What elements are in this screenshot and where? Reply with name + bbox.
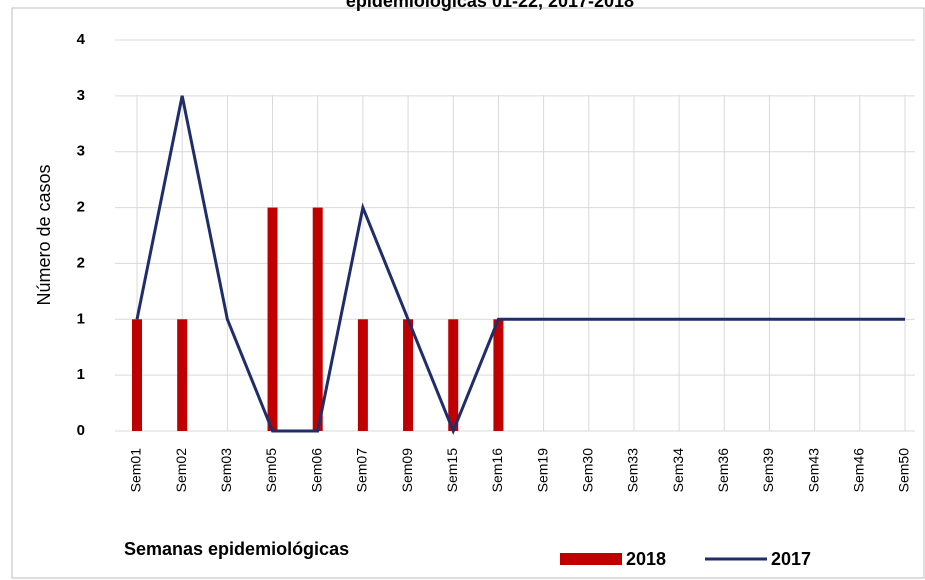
y-tick-label: 3: [77, 143, 85, 160]
y-axis-title: Número de casos: [34, 164, 54, 305]
bar: [132, 319, 142, 431]
bar: [177, 319, 188, 431]
y-tick-label: 2: [77, 199, 85, 216]
y-tick-label: 0: [77, 422, 85, 439]
x-tick-label: Sem03: [218, 448, 234, 493]
bar: [267, 207, 278, 431]
y-tick-label: 3: [77, 87, 85, 104]
bar: [403, 319, 414, 431]
bar: [312, 207, 323, 431]
x-tick-label: Sem46: [851, 448, 867, 493]
x-tick-label: Sem16: [489, 448, 505, 493]
x-tick-label: Sem06: [308, 448, 324, 493]
y-tick-label: 2: [77, 254, 85, 271]
x-tick-label: Sem15: [444, 448, 460, 493]
bar: [493, 319, 504, 431]
y-tick-label: 4: [77, 31, 86, 48]
bar: [448, 319, 459, 431]
bar: [357, 319, 368, 431]
x-tick-label: Sem33: [625, 448, 641, 493]
x-tick-label: Sem02: [173, 448, 189, 493]
x-tick-label: Sem50: [896, 448, 912, 493]
legend-swatch: [560, 553, 622, 565]
x-tick-label: Sem30: [579, 448, 595, 493]
x-tick-label: Sem05: [263, 448, 279, 493]
legend-label: 2018: [626, 549, 666, 569]
x-tick-label: Sem34: [670, 448, 686, 493]
x-tick-label: Sem07: [354, 448, 370, 493]
x-axis-title: Semanas epidemiológicas: [124, 539, 349, 559]
line: [135, 95, 905, 436]
x-tick-label: Sem01: [128, 448, 144, 493]
y-tick-label: 1: [77, 310, 85, 327]
x-tick-label: Sem43: [805, 448, 821, 493]
y-tick-label: 1: [77, 366, 85, 383]
chart-title: epidemiológicas 01-22, 2017-2018: [346, 0, 634, 11]
chart-frame: [11, 7, 925, 579]
x-tick-label: Sem19: [534, 448, 550, 493]
x-tick-label: Sem39: [760, 448, 776, 493]
x-tick-label: Sem36: [715, 448, 731, 493]
legend-label: 2017: [771, 549, 811, 569]
x-tick-label: Sem09: [399, 448, 415, 493]
